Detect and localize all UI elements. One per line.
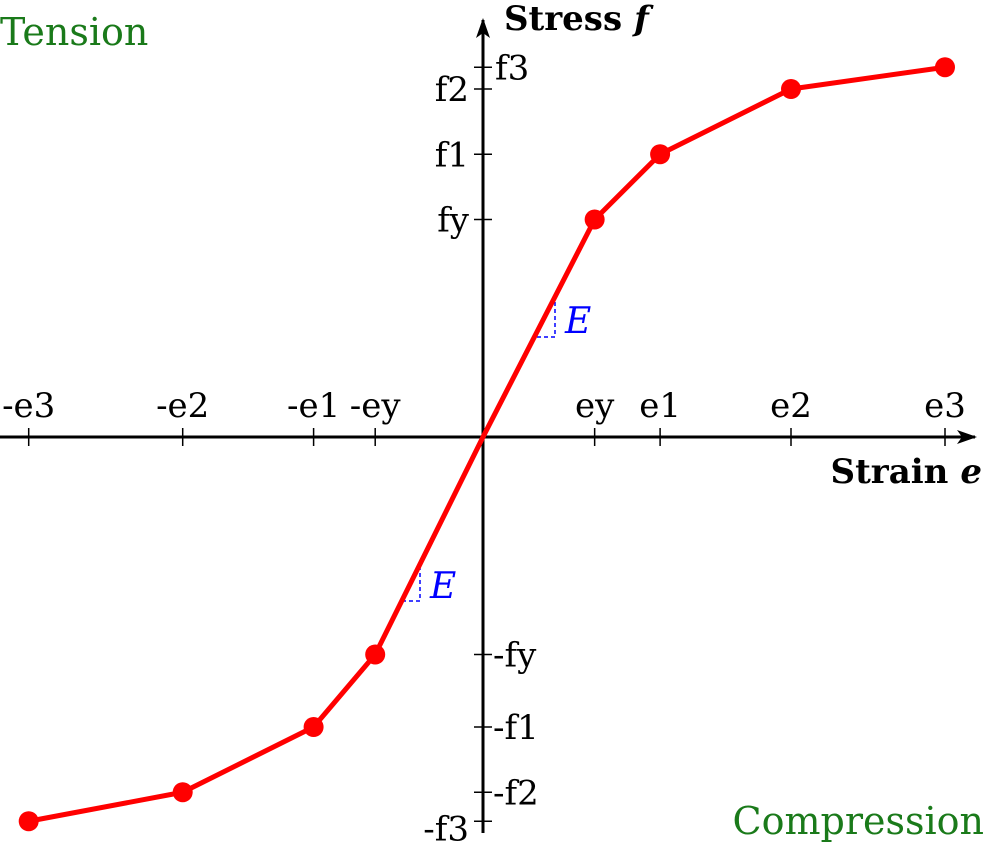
y-tick-label-f2: f2 <box>435 70 469 110</box>
slope-label-tension: E <box>564 301 591 342</box>
y-axis-title: Stress f <box>504 0 654 39</box>
x-tick-label-neg-e2: -e2 <box>156 386 209 426</box>
curve-point-8 <box>935 57 955 78</box>
y-tick-label-f3: f3 <box>495 48 529 88</box>
x-tick-label-neg-e3: -e3 <box>2 386 55 426</box>
curve-point-2 <box>172 782 193 803</box>
y-axis-symbol: f <box>632 0 654 39</box>
x-tick-label-neg-ey: -ey <box>350 386 402 426</box>
curve-point-7 <box>781 79 801 99</box>
slope-indicator-compression: E <box>402 565 456 607</box>
x-tick-label-ey: ey <box>575 386 615 426</box>
y-tick-label-neg-f2: -f2 <box>493 773 539 813</box>
y-tick-label-f1: f1 <box>435 135 469 175</box>
compression-label: Compression <box>733 799 984 843</box>
stress-strain-curve <box>28 64 946 824</box>
x-tick-label-e3: e3 <box>924 386 966 426</box>
x-axis-ticks: -e3 -e2 -e1 -ey ey e1 e2 e3 <box>2 386 966 446</box>
y-tick-label-neg-f3: -f3 <box>423 809 469 844</box>
slope-label-compression: E <box>429 566 456 607</box>
x-tick-label-e2: e2 <box>770 386 812 426</box>
x-axis-title: Strain e <box>831 452 982 492</box>
y-tick-label-fy: fy <box>437 201 470 241</box>
curve-point-5 <box>584 209 605 230</box>
curve-markers <box>18 57 955 832</box>
x-tick-label-neg-e1: -e1 <box>287 386 340 426</box>
curve-point-3 <box>303 717 324 737</box>
x-tick-label-e1: e1 <box>639 386 681 426</box>
y-tick-label-neg-f1: -f1 <box>493 708 539 748</box>
slope-indicator-tension: E <box>537 301 591 342</box>
tension-label: Tension <box>0 10 148 54</box>
y-axis-ticks: f3 f2 f1 fy -fy -f1 -f2 -f3 <box>423 48 538 844</box>
curve-point-4 <box>365 644 386 665</box>
y-tick-label-neg-fy: -fy <box>493 636 537 676</box>
curve-point-1 <box>18 811 39 832</box>
y-axis-title-text: Stress <box>504 0 622 39</box>
x-axis-title-text: Strain <box>831 452 949 492</box>
curve-point-6 <box>650 144 671 165</box>
x-axis-symbol: e <box>960 452 982 492</box>
